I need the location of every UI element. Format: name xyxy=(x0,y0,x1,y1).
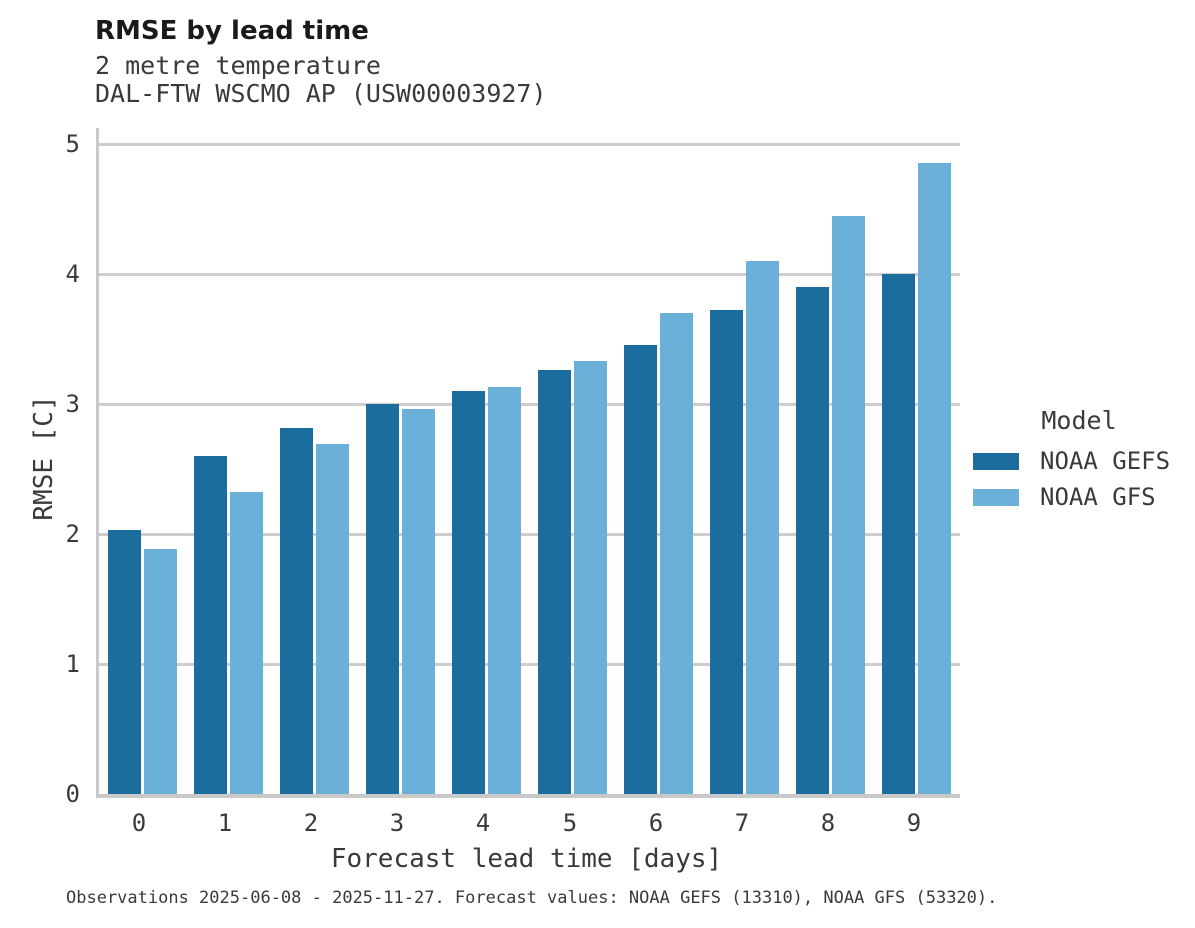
gridline-y-4 xyxy=(99,272,960,276)
bar-noaa-gfs-lead-8 xyxy=(832,216,865,794)
y-tick-label-3: 3 xyxy=(65,389,80,418)
bar-noaa-gfs-lead-4 xyxy=(488,387,521,794)
y-tick-label-0: 0 xyxy=(65,780,80,808)
bar-noaa-gefs-lead-2 xyxy=(280,428,313,794)
gridline-y-3 xyxy=(99,402,960,406)
bar-noaa-gefs-lead-8 xyxy=(796,287,829,794)
bar-noaa-gfs-lead-5 xyxy=(574,361,607,794)
bar-noaa-gfs-lead-7 xyxy=(746,261,779,794)
bar-noaa-gefs-lead-6 xyxy=(624,345,657,794)
legend: Model NOAA GEFS NOAA GFS xyxy=(973,406,1185,515)
legend-entry-noaa-gefs: NOAA GEFS xyxy=(973,443,1185,479)
chart-subtitle-variable: 2 metre temperature xyxy=(95,51,381,80)
x-tick-label-1: 1 xyxy=(217,809,233,837)
legend-label-noaa-gefs: NOAA GEFS xyxy=(1040,447,1171,475)
y-tick-label-2: 2 xyxy=(65,519,80,548)
x-tick-label-7: 7 xyxy=(734,809,750,837)
legend-title: Model xyxy=(1041,406,1117,435)
bar-noaa-gfs-lead-2 xyxy=(316,444,349,794)
bar-noaa-gfs-lead-6 xyxy=(660,313,693,794)
bar-noaa-gefs-lead-9 xyxy=(882,274,915,794)
x-tick-label-9: 9 xyxy=(906,809,922,837)
y-tick-label-4: 4 xyxy=(65,259,80,288)
x-tick-label-0: 0 xyxy=(131,809,147,837)
bar-noaa-gefs-lead-5 xyxy=(538,370,571,794)
x-tick-label-5: 5 xyxy=(562,809,578,837)
legend-swatch-noaa-gfs xyxy=(973,488,1019,506)
gridline-y-1 xyxy=(99,662,960,666)
bar-noaa-gfs-lead-3 xyxy=(402,409,435,794)
bar-noaa-gfs-lead-9 xyxy=(918,163,951,794)
chart-subtitle-station: DAL-FTW WSCMO AP (USW00003927) xyxy=(95,79,547,108)
legend-swatch-noaa-gefs xyxy=(973,452,1019,470)
bar-noaa-gefs-lead-4 xyxy=(452,391,485,794)
plot-area xyxy=(96,128,960,798)
bar-noaa-gefs-lead-3 xyxy=(366,404,399,794)
bar-noaa-gfs-lead-0 xyxy=(144,549,177,794)
y-tick-label-5: 5 xyxy=(65,129,80,158)
bar-noaa-gefs-lead-7 xyxy=(710,310,743,794)
x-tick-label-3: 3 xyxy=(389,809,405,837)
bar-noaa-gefs-lead-0 xyxy=(108,530,141,794)
bar-noaa-gefs-lead-1 xyxy=(194,456,227,794)
y-tick-label-1: 1 xyxy=(65,649,80,678)
x-tick-label-2: 2 xyxy=(303,809,319,837)
legend-label-noaa-gfs: NOAA GFS xyxy=(1040,483,1156,511)
x-tick-label-8: 8 xyxy=(820,809,836,837)
legend-entry-noaa-gfs: NOAA GFS xyxy=(973,479,1185,515)
gridline-y-5 xyxy=(99,142,960,146)
x-tick-label-6: 6 xyxy=(648,809,664,837)
chart-caption: Observations 2025-06-08 - 2025-11-27. Fo… xyxy=(66,888,998,908)
x-axis-title: Forecast lead time [days] xyxy=(330,844,723,874)
bar-noaa-gfs-lead-1 xyxy=(230,492,263,794)
gridline-y-2 xyxy=(99,532,960,536)
legend-entries: NOAA GEFS NOAA GFS xyxy=(973,443,1185,515)
chart-title: RMSE by lead time xyxy=(95,16,369,46)
x-tick-label-4: 4 xyxy=(475,809,491,837)
